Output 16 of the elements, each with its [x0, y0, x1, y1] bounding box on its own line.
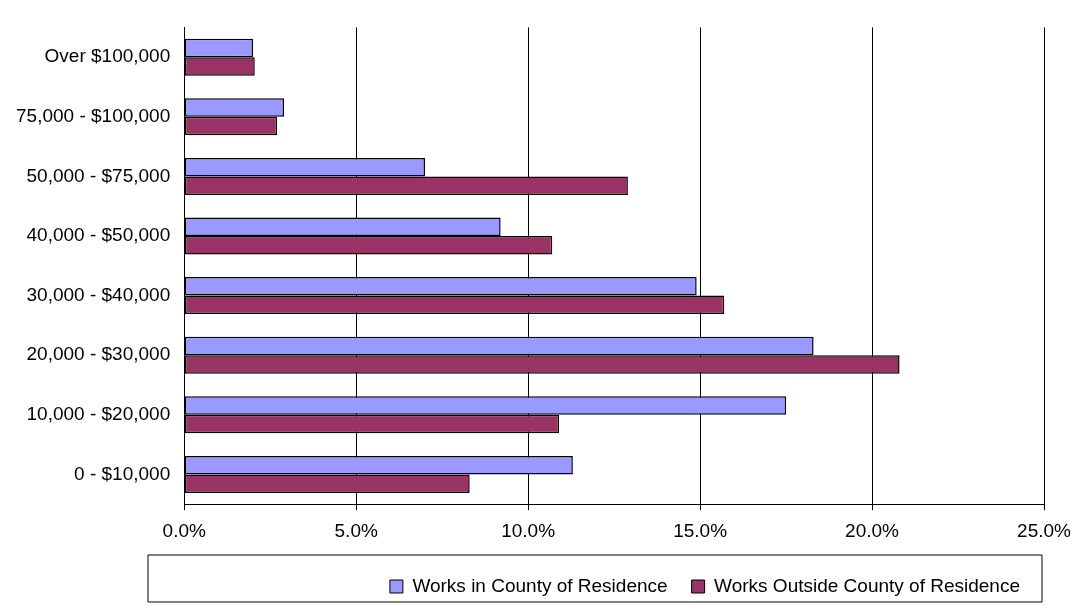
y-tick-label: 75,000 - $100,000: [16, 105, 171, 127]
x-tick-label: 15.0%: [673, 519, 728, 541]
x-tick-label: 0.0%: [162, 519, 206, 541]
x-tick-label: 20.0%: [845, 519, 900, 541]
legend-label: Works in County of Residence: [412, 574, 668, 596]
x-tick-label: 25.0%: [1017, 519, 1072, 541]
y-tick-label: 0 - $10,000: [74, 462, 171, 484]
x-tick-label: 10.0%: [501, 519, 556, 541]
y-tick-label: 30,000 - $40,000: [26, 283, 171, 305]
y-tick-label: Over $100,000: [44, 45, 171, 67]
y-tick-label: 50,000 - $75,000: [26, 164, 171, 186]
x-tick-label: 5.0%: [334, 519, 378, 541]
y-tick-label: 20,000 - $30,000: [26, 343, 171, 365]
y-tick-label: 10,000 - $20,000: [26, 403, 171, 425]
y-tick-label: 40,000 - $50,000: [26, 224, 171, 246]
legend-label: Works Outside County of Residence: [714, 574, 1020, 596]
